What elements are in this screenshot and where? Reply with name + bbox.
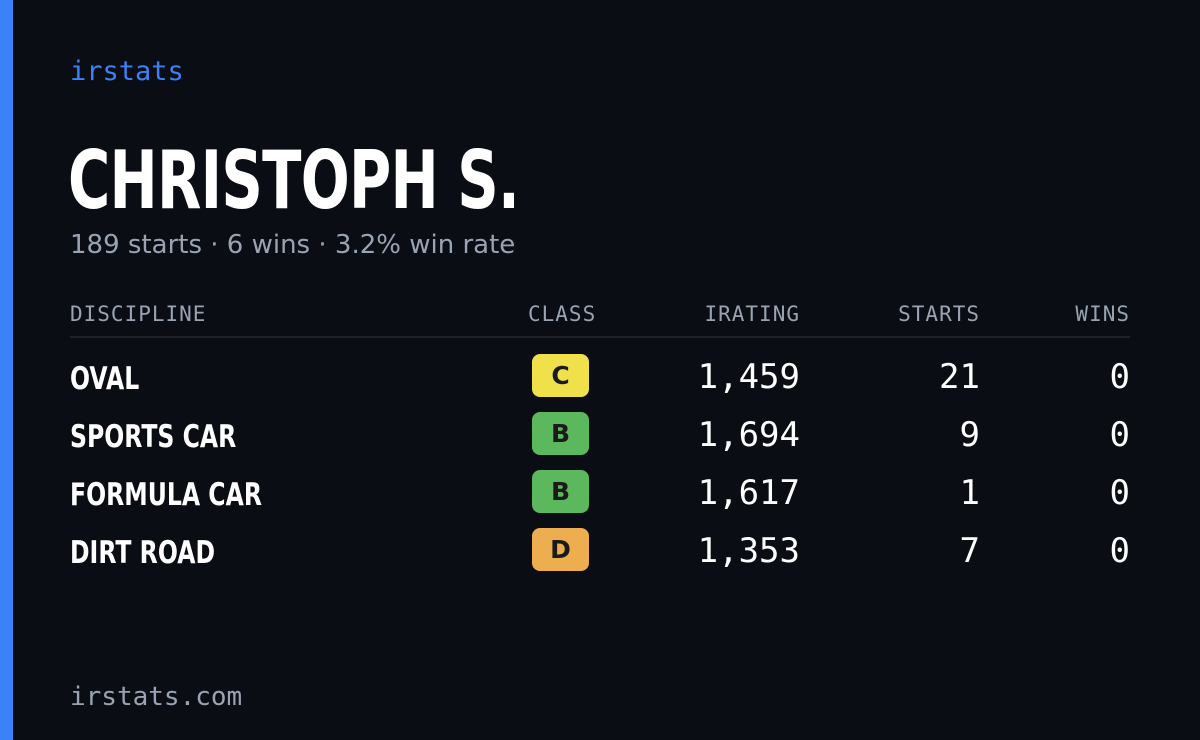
table-row: SPORTS CAR B 1,694 9 0 bbox=[70, 396, 1130, 455]
discipline-name: OVAL bbox=[70, 361, 140, 397]
discipline-name: SPORTS CAR bbox=[70, 419, 237, 455]
header-discipline: DISCIPLINE bbox=[70, 302, 207, 326]
starts-value: 1 bbox=[959, 473, 980, 513]
class-badge: B bbox=[532, 412, 589, 455]
wins-value: 0 bbox=[1109, 415, 1130, 455]
table-row: FORMULA CAR B 1,617 1 0 bbox=[70, 454, 1130, 513]
wins-value: 0 bbox=[1109, 531, 1130, 571]
table-row: DIRT ROAD D 1,353 7 0 bbox=[70, 512, 1130, 571]
header-starts: STARTS bbox=[898, 302, 980, 326]
irating-value: 1,617 bbox=[697, 473, 800, 513]
class-badge: D bbox=[532, 528, 589, 571]
driver-name: CHRISTOPH S. bbox=[68, 134, 520, 227]
starts-value: 21 bbox=[939, 357, 980, 397]
starts-value: 7 bbox=[959, 531, 980, 571]
table-row: OVAL C 1,459 21 0 bbox=[70, 338, 1130, 397]
wins-value: 0 bbox=[1109, 357, 1130, 397]
discipline-name: FORMULA CAR bbox=[70, 477, 262, 513]
header-irating: IRATING bbox=[704, 302, 800, 326]
discipline-name: DIRT ROAD bbox=[70, 535, 216, 571]
accent-bar bbox=[0, 0, 13, 740]
header-class: CLASS bbox=[528, 302, 597, 326]
table-header: DISCIPLINE CLASS IRATING STARTS WINS bbox=[70, 296, 1130, 338]
brand-logo-text: irstats bbox=[70, 56, 184, 87]
footer-domain: irstats.com bbox=[70, 682, 243, 712]
header-wins: WINS bbox=[1075, 302, 1130, 326]
class-badge: B bbox=[532, 470, 589, 513]
irating-value: 1,353 bbox=[697, 531, 800, 571]
stats-table: DISCIPLINE CLASS IRATING STARTS WINS OVA… bbox=[70, 296, 1130, 571]
irating-value: 1,459 bbox=[697, 357, 800, 397]
irating-value: 1,694 bbox=[697, 415, 800, 455]
class-badge: C bbox=[532, 354, 589, 397]
driver-summary: 189 starts · 6 wins · 3.2% win rate bbox=[70, 230, 516, 260]
wins-value: 0 bbox=[1109, 473, 1130, 513]
starts-value: 9 bbox=[959, 415, 980, 455]
